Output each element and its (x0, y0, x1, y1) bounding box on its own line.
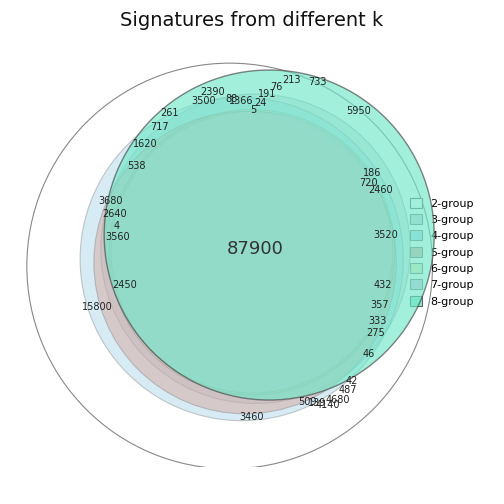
Text: 4680: 4680 (326, 395, 350, 405)
Text: 2450: 2450 (112, 280, 137, 290)
Text: 3520: 3520 (373, 230, 399, 240)
Text: 509: 509 (298, 397, 316, 407)
Circle shape (109, 109, 395, 395)
Text: 275: 275 (366, 328, 385, 338)
Text: 88: 88 (225, 94, 237, 104)
Text: 42: 42 (346, 376, 358, 386)
Text: 538: 538 (128, 161, 146, 171)
Text: 15800: 15800 (82, 302, 113, 312)
Text: 1620: 1620 (133, 139, 158, 149)
Legend: 2-group, 3-group, 4-group, 5-group, 6-group, 7-group, 8-group: 2-group, 3-group, 4-group, 5-group, 6-gr… (407, 195, 477, 310)
Text: 261: 261 (160, 108, 179, 118)
Text: 213: 213 (282, 75, 301, 85)
Text: 1366: 1366 (229, 96, 254, 106)
Circle shape (104, 70, 434, 400)
Text: 357: 357 (370, 300, 389, 310)
Text: 4: 4 (113, 221, 119, 231)
Text: 46: 46 (363, 349, 375, 359)
Text: 720: 720 (359, 178, 378, 188)
Text: 24: 24 (255, 98, 267, 108)
Text: 432: 432 (373, 280, 392, 290)
Circle shape (101, 94, 410, 404)
Text: 87900: 87900 (227, 240, 284, 258)
Text: 76: 76 (270, 82, 282, 92)
Circle shape (80, 98, 403, 421)
Text: 2640: 2640 (102, 209, 127, 219)
Text: 3460: 3460 (240, 412, 264, 422)
Text: 487: 487 (339, 385, 357, 395)
Text: 3680: 3680 (99, 196, 123, 206)
Text: 4140: 4140 (316, 400, 340, 410)
Text: 186: 186 (363, 168, 382, 178)
Text: 733: 733 (308, 77, 327, 87)
Circle shape (94, 111, 396, 414)
Text: 191: 191 (258, 89, 277, 99)
Text: 5: 5 (250, 104, 257, 114)
Circle shape (111, 111, 393, 393)
Text: 5950: 5950 (346, 106, 371, 116)
Text: 717: 717 (150, 122, 168, 132)
Text: 139: 139 (308, 399, 327, 408)
Text: 3500: 3500 (192, 96, 216, 106)
Text: 3560: 3560 (106, 232, 130, 242)
Text: 2390: 2390 (200, 87, 225, 97)
Text: 2460: 2460 (368, 185, 393, 196)
Text: 333: 333 (368, 316, 387, 326)
Title: Signatures from different k: Signatures from different k (120, 11, 384, 30)
